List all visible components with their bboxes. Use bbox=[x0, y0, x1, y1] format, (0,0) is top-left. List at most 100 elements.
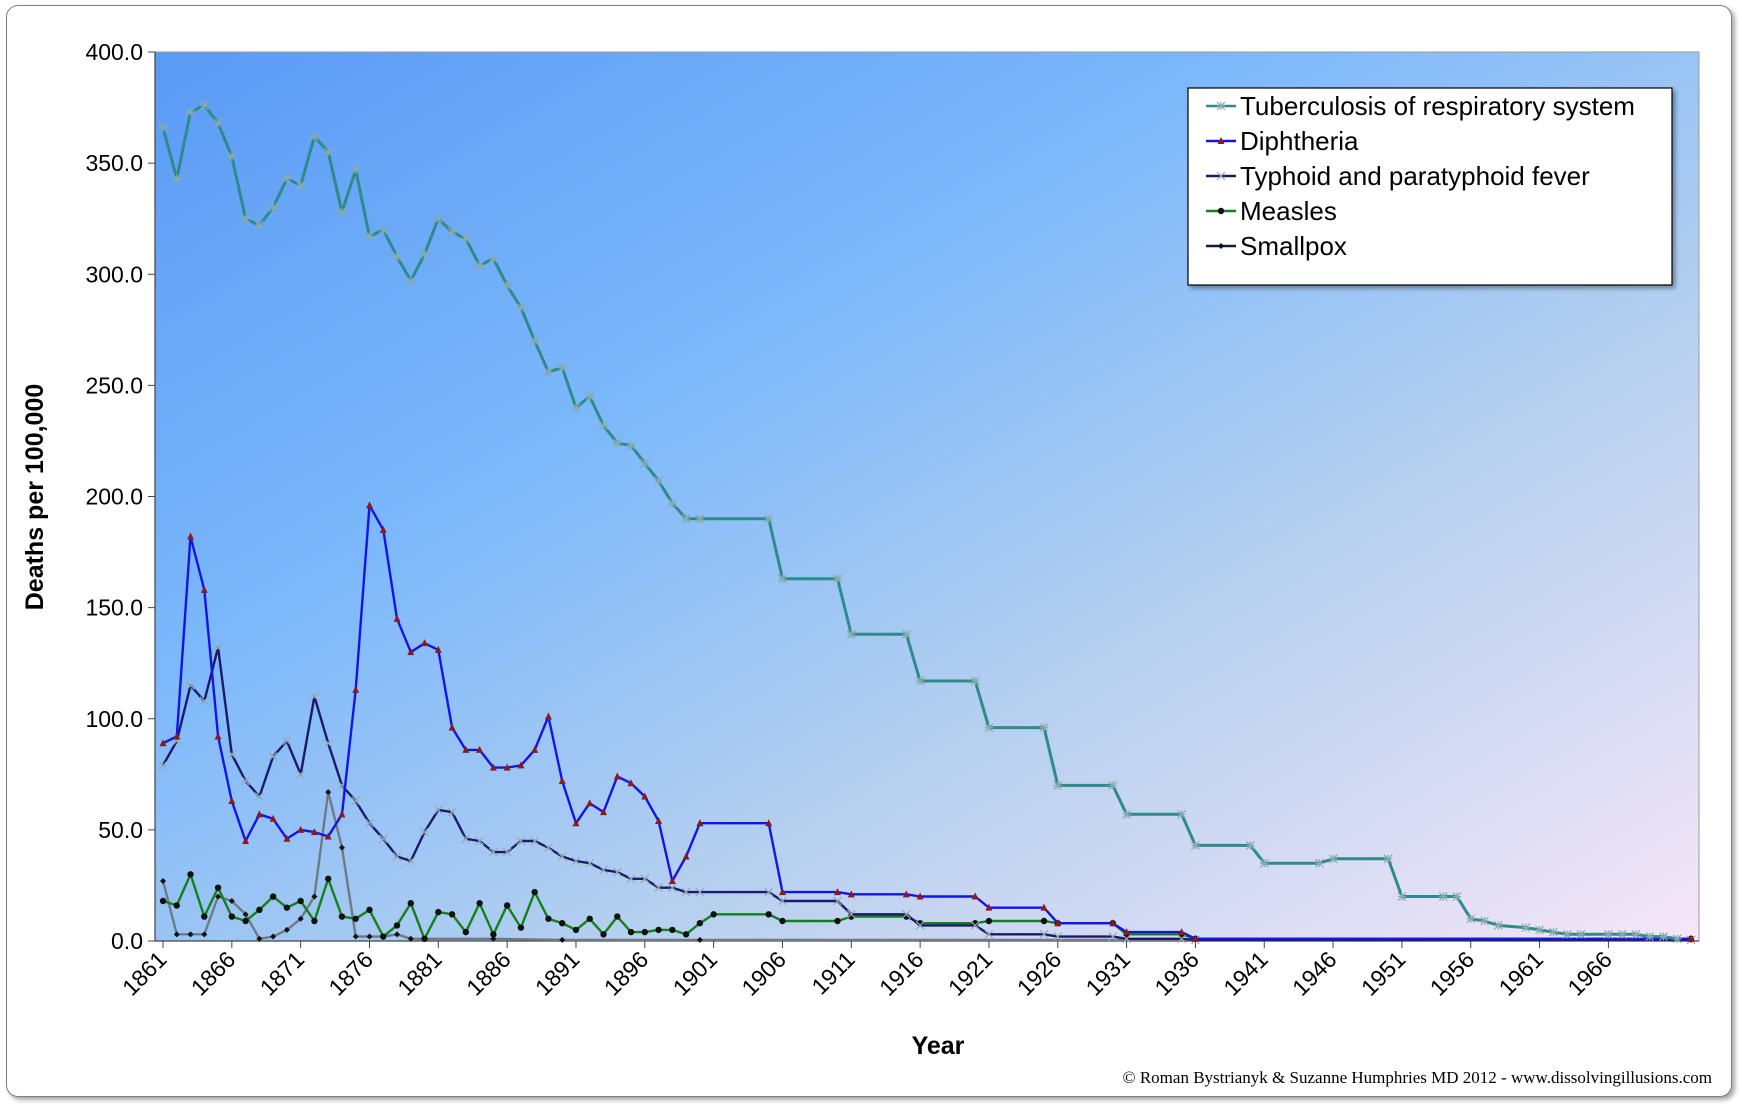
data-point bbox=[1687, 934, 1695, 942]
data-point bbox=[1617, 929, 1627, 939]
data-point bbox=[309, 132, 319, 141]
data-point bbox=[448, 911, 456, 918]
data-point bbox=[1397, 892, 1407, 901]
data-point bbox=[392, 852, 402, 861]
data-point bbox=[324, 875, 332, 882]
data-point bbox=[971, 892, 979, 900]
data-point bbox=[985, 917, 993, 925]
data-point bbox=[1122, 809, 1132, 819]
data-point bbox=[365, 232, 374, 241]
data-point bbox=[199, 100, 209, 110]
data-point bbox=[380, 933, 387, 940]
y-tick-label: 200.0 bbox=[85, 484, 143, 510]
data-point bbox=[241, 776, 251, 786]
data-point bbox=[970, 676, 980, 686]
x-tick-label: 1861 bbox=[117, 946, 172, 1001]
data-point bbox=[613, 772, 621, 780]
data-point bbox=[531, 888, 538, 896]
data-point bbox=[915, 676, 925, 686]
data-point bbox=[352, 915, 359, 922]
series-line bbox=[161, 790, 1691, 942]
data-point bbox=[669, 926, 676, 934]
data-point bbox=[1109, 919, 1117, 927]
data-point bbox=[517, 761, 525, 769]
data-point bbox=[297, 825, 305, 833]
legend-label: Typhoid and paratyphoid fever bbox=[1240, 161, 1590, 191]
legend-item: Tuberculosis of respiratory system bbox=[1206, 91, 1635, 121]
x-tick-label: 1921 bbox=[943, 946, 998, 1001]
data-point bbox=[407, 935, 414, 942]
data-point bbox=[242, 911, 249, 918]
data-point bbox=[242, 917, 249, 925]
y-tick-label: 350.0 bbox=[85, 150, 143, 176]
legend-item: Measles bbox=[1206, 196, 1337, 226]
data-point bbox=[585, 858, 595, 868]
x-tick-label: 1946 bbox=[1287, 946, 1342, 1001]
data-point bbox=[159, 739, 167, 747]
data-point bbox=[1645, 932, 1655, 941]
data-point bbox=[901, 909, 911, 919]
data-point bbox=[626, 440, 636, 450]
data-point bbox=[323, 147, 333, 157]
data-point bbox=[503, 902, 511, 909]
data-point bbox=[544, 843, 553, 853]
data-point bbox=[420, 827, 429, 837]
data-point bbox=[667, 883, 677, 893]
legend: Tuberculosis of respiratory system Diphth… bbox=[1187, 87, 1673, 286]
data-point bbox=[309, 692, 319, 701]
data-point bbox=[1123, 928, 1131, 936]
data-point bbox=[696, 819, 704, 827]
series-typhoid-and-paratyphoid-fever bbox=[158, 643, 1696, 945]
y-tick-label: 250.0 bbox=[85, 372, 143, 398]
data-point bbox=[1054, 919, 1062, 927]
x-tick-label: 1936 bbox=[1149, 946, 1204, 1001]
data-point bbox=[1177, 809, 1187, 819]
legend-label: Smallpox bbox=[1240, 231, 1347, 261]
data-point bbox=[765, 911, 772, 918]
data-point bbox=[544, 712, 552, 720]
data-point bbox=[655, 816, 663, 824]
data-point bbox=[1672, 934, 1682, 944]
y-tick-label: 400.0 bbox=[85, 39, 143, 65]
legend-item: Typhoid and paratyphoid fever bbox=[1206, 161, 1590, 191]
data-point bbox=[655, 926, 662, 934]
data-point bbox=[600, 931, 607, 938]
data-point bbox=[337, 207, 347, 217]
data-point bbox=[311, 917, 318, 925]
legend-marker bbox=[1217, 137, 1225, 144]
data-point bbox=[268, 752, 278, 761]
data-point bbox=[612, 867, 622, 877]
data-point bbox=[435, 908, 442, 916]
data-point bbox=[433, 805, 443, 815]
data-point bbox=[352, 685, 360, 693]
data-point bbox=[984, 723, 994, 733]
x-tick-label: 1911 bbox=[806, 946, 859, 999]
data-point bbox=[557, 852, 567, 861]
copyright-notice: © Roman Bystrianyk & Suzanne Humphries M… bbox=[1122, 1068, 1712, 1087]
data-point bbox=[1108, 781, 1118, 790]
data-point bbox=[378, 834, 388, 844]
data-point bbox=[764, 514, 774, 524]
x-tick-label: 1901 bbox=[668, 946, 723, 1001]
data-point bbox=[228, 897, 235, 904]
data-point bbox=[447, 807, 457, 817]
data-point bbox=[394, 931, 401, 938]
data-point bbox=[476, 900, 483, 907]
data-point bbox=[488, 847, 498, 857]
data-point bbox=[254, 220, 264, 230]
data-point bbox=[173, 902, 180, 909]
data-point bbox=[640, 458, 650, 468]
data-point bbox=[641, 928, 649, 936]
data-point bbox=[351, 165, 361, 175]
data-point bbox=[462, 745, 470, 753]
data-point bbox=[530, 836, 540, 846]
series-smallpox bbox=[160, 789, 1694, 943]
data-point bbox=[779, 917, 786, 925]
data-point bbox=[282, 736, 292, 746]
data-point bbox=[834, 888, 842, 896]
data-point bbox=[1053, 781, 1063, 790]
data-point bbox=[187, 931, 194, 938]
series-line bbox=[161, 103, 1678, 941]
data-point bbox=[269, 814, 277, 822]
data-point bbox=[241, 214, 251, 224]
